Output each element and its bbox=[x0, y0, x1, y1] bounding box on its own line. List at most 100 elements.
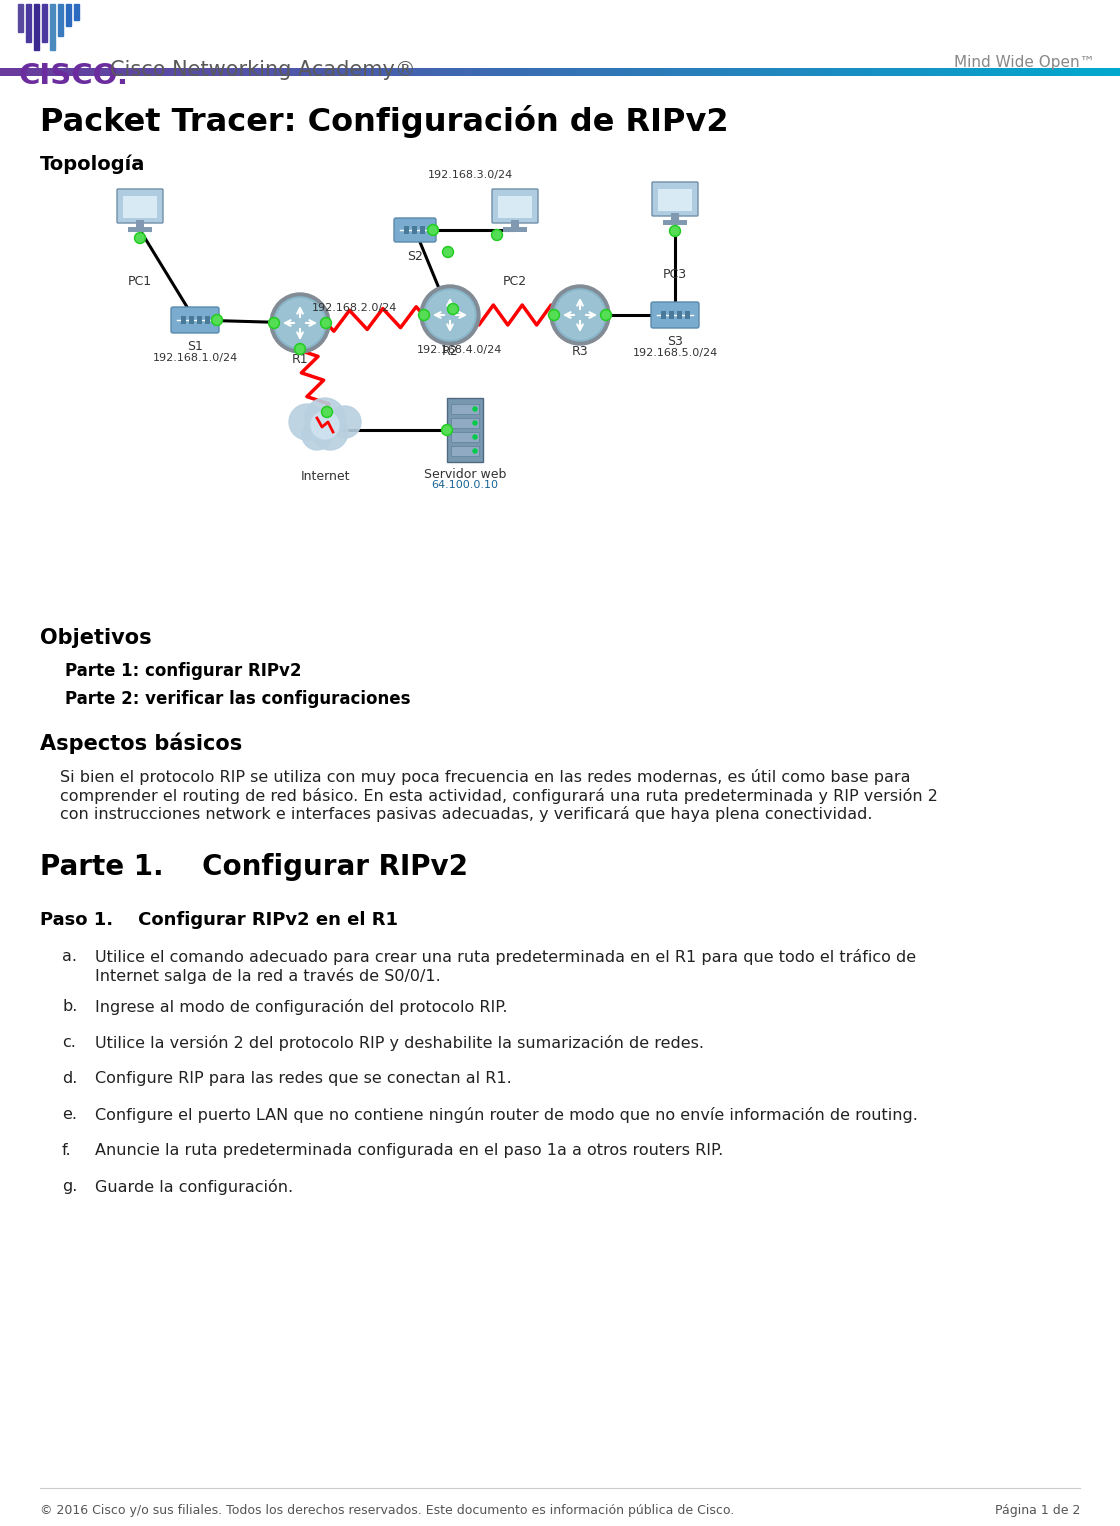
Bar bbox=[494, 69, 495, 76]
Bar bbox=[50, 69, 52, 76]
Bar bbox=[470, 69, 472, 76]
Bar bbox=[7, 69, 9, 76]
Bar bbox=[517, 69, 520, 76]
Bar bbox=[393, 69, 394, 76]
Circle shape bbox=[441, 424, 452, 435]
Text: PC1: PC1 bbox=[128, 275, 152, 288]
Bar bbox=[749, 69, 750, 76]
Circle shape bbox=[473, 421, 477, 426]
Circle shape bbox=[449, 305, 457, 313]
Bar bbox=[963, 69, 964, 76]
Bar bbox=[74, 5, 80, 20]
Bar bbox=[206, 69, 207, 76]
Bar bbox=[1026, 69, 1027, 76]
Circle shape bbox=[553, 288, 607, 342]
Bar bbox=[763, 69, 765, 76]
Bar bbox=[8, 69, 9, 76]
Bar bbox=[750, 69, 752, 76]
Bar bbox=[289, 69, 290, 76]
Bar bbox=[687, 69, 689, 76]
Bar bbox=[702, 69, 703, 76]
Bar bbox=[256, 69, 258, 76]
Bar bbox=[1019, 69, 1020, 76]
Bar bbox=[399, 69, 401, 76]
Bar bbox=[604, 69, 606, 76]
Bar bbox=[1076, 69, 1077, 76]
Bar bbox=[556, 69, 558, 76]
Bar bbox=[634, 69, 635, 76]
Bar bbox=[128, 227, 152, 232]
Bar bbox=[235, 69, 236, 76]
Bar bbox=[345, 69, 346, 76]
Bar bbox=[946, 69, 948, 76]
Bar bbox=[265, 69, 267, 76]
Bar bbox=[200, 69, 202, 76]
Bar bbox=[678, 69, 680, 76]
Bar bbox=[727, 69, 728, 76]
Bar bbox=[167, 69, 168, 76]
Bar bbox=[511, 69, 513, 76]
Bar bbox=[1095, 69, 1096, 76]
Bar bbox=[164, 69, 165, 76]
Bar bbox=[181, 69, 183, 76]
Bar bbox=[227, 69, 228, 76]
Bar bbox=[279, 69, 280, 76]
Bar bbox=[475, 69, 476, 76]
Bar bbox=[828, 69, 830, 76]
Bar bbox=[725, 69, 727, 76]
Bar bbox=[633, 69, 635, 76]
Bar bbox=[530, 69, 532, 76]
Bar bbox=[1114, 69, 1116, 76]
Text: Packet Tracer: Configuración de RIPv2: Packet Tracer: Configuración de RIPv2 bbox=[40, 105, 729, 137]
Bar bbox=[237, 69, 239, 76]
Bar bbox=[408, 69, 410, 76]
Bar bbox=[452, 69, 454, 76]
Bar bbox=[35, 69, 37, 76]
Circle shape bbox=[600, 310, 612, 320]
Bar bbox=[860, 69, 861, 76]
Circle shape bbox=[274, 298, 326, 349]
Bar bbox=[531, 69, 532, 76]
Bar bbox=[622, 69, 624, 76]
Bar bbox=[69, 69, 72, 76]
Bar bbox=[739, 69, 740, 76]
Bar bbox=[732, 69, 734, 76]
FancyBboxPatch shape bbox=[651, 302, 699, 328]
Bar bbox=[363, 69, 364, 76]
Bar bbox=[997, 69, 999, 76]
Bar bbox=[953, 69, 954, 76]
Bar bbox=[931, 69, 933, 76]
Bar bbox=[295, 69, 297, 76]
Bar bbox=[848, 69, 849, 76]
Bar bbox=[756, 69, 757, 76]
Bar bbox=[618, 69, 619, 76]
Bar bbox=[1005, 69, 1007, 76]
Bar bbox=[879, 69, 880, 76]
Bar bbox=[200, 69, 203, 76]
Bar bbox=[86, 69, 87, 76]
Bar bbox=[769, 69, 771, 76]
Bar bbox=[428, 226, 433, 233]
Bar bbox=[433, 69, 435, 76]
Bar bbox=[487, 69, 488, 76]
Bar bbox=[286, 69, 288, 76]
Bar bbox=[782, 69, 784, 76]
Bar bbox=[569, 69, 570, 76]
Bar bbox=[485, 69, 486, 76]
Bar bbox=[553, 69, 554, 76]
Bar bbox=[262, 69, 263, 76]
Bar bbox=[934, 69, 935, 76]
Bar bbox=[469, 69, 470, 76]
Bar bbox=[740, 69, 741, 76]
Bar bbox=[691, 69, 692, 76]
Bar bbox=[385, 69, 386, 76]
Bar bbox=[1042, 69, 1044, 76]
Bar bbox=[198, 69, 199, 76]
Bar bbox=[917, 69, 918, 76]
Bar bbox=[710, 69, 711, 76]
Bar bbox=[101, 69, 103, 76]
Bar bbox=[402, 69, 403, 76]
Bar bbox=[815, 69, 816, 76]
Bar bbox=[175, 69, 177, 76]
Bar bbox=[827, 69, 829, 76]
